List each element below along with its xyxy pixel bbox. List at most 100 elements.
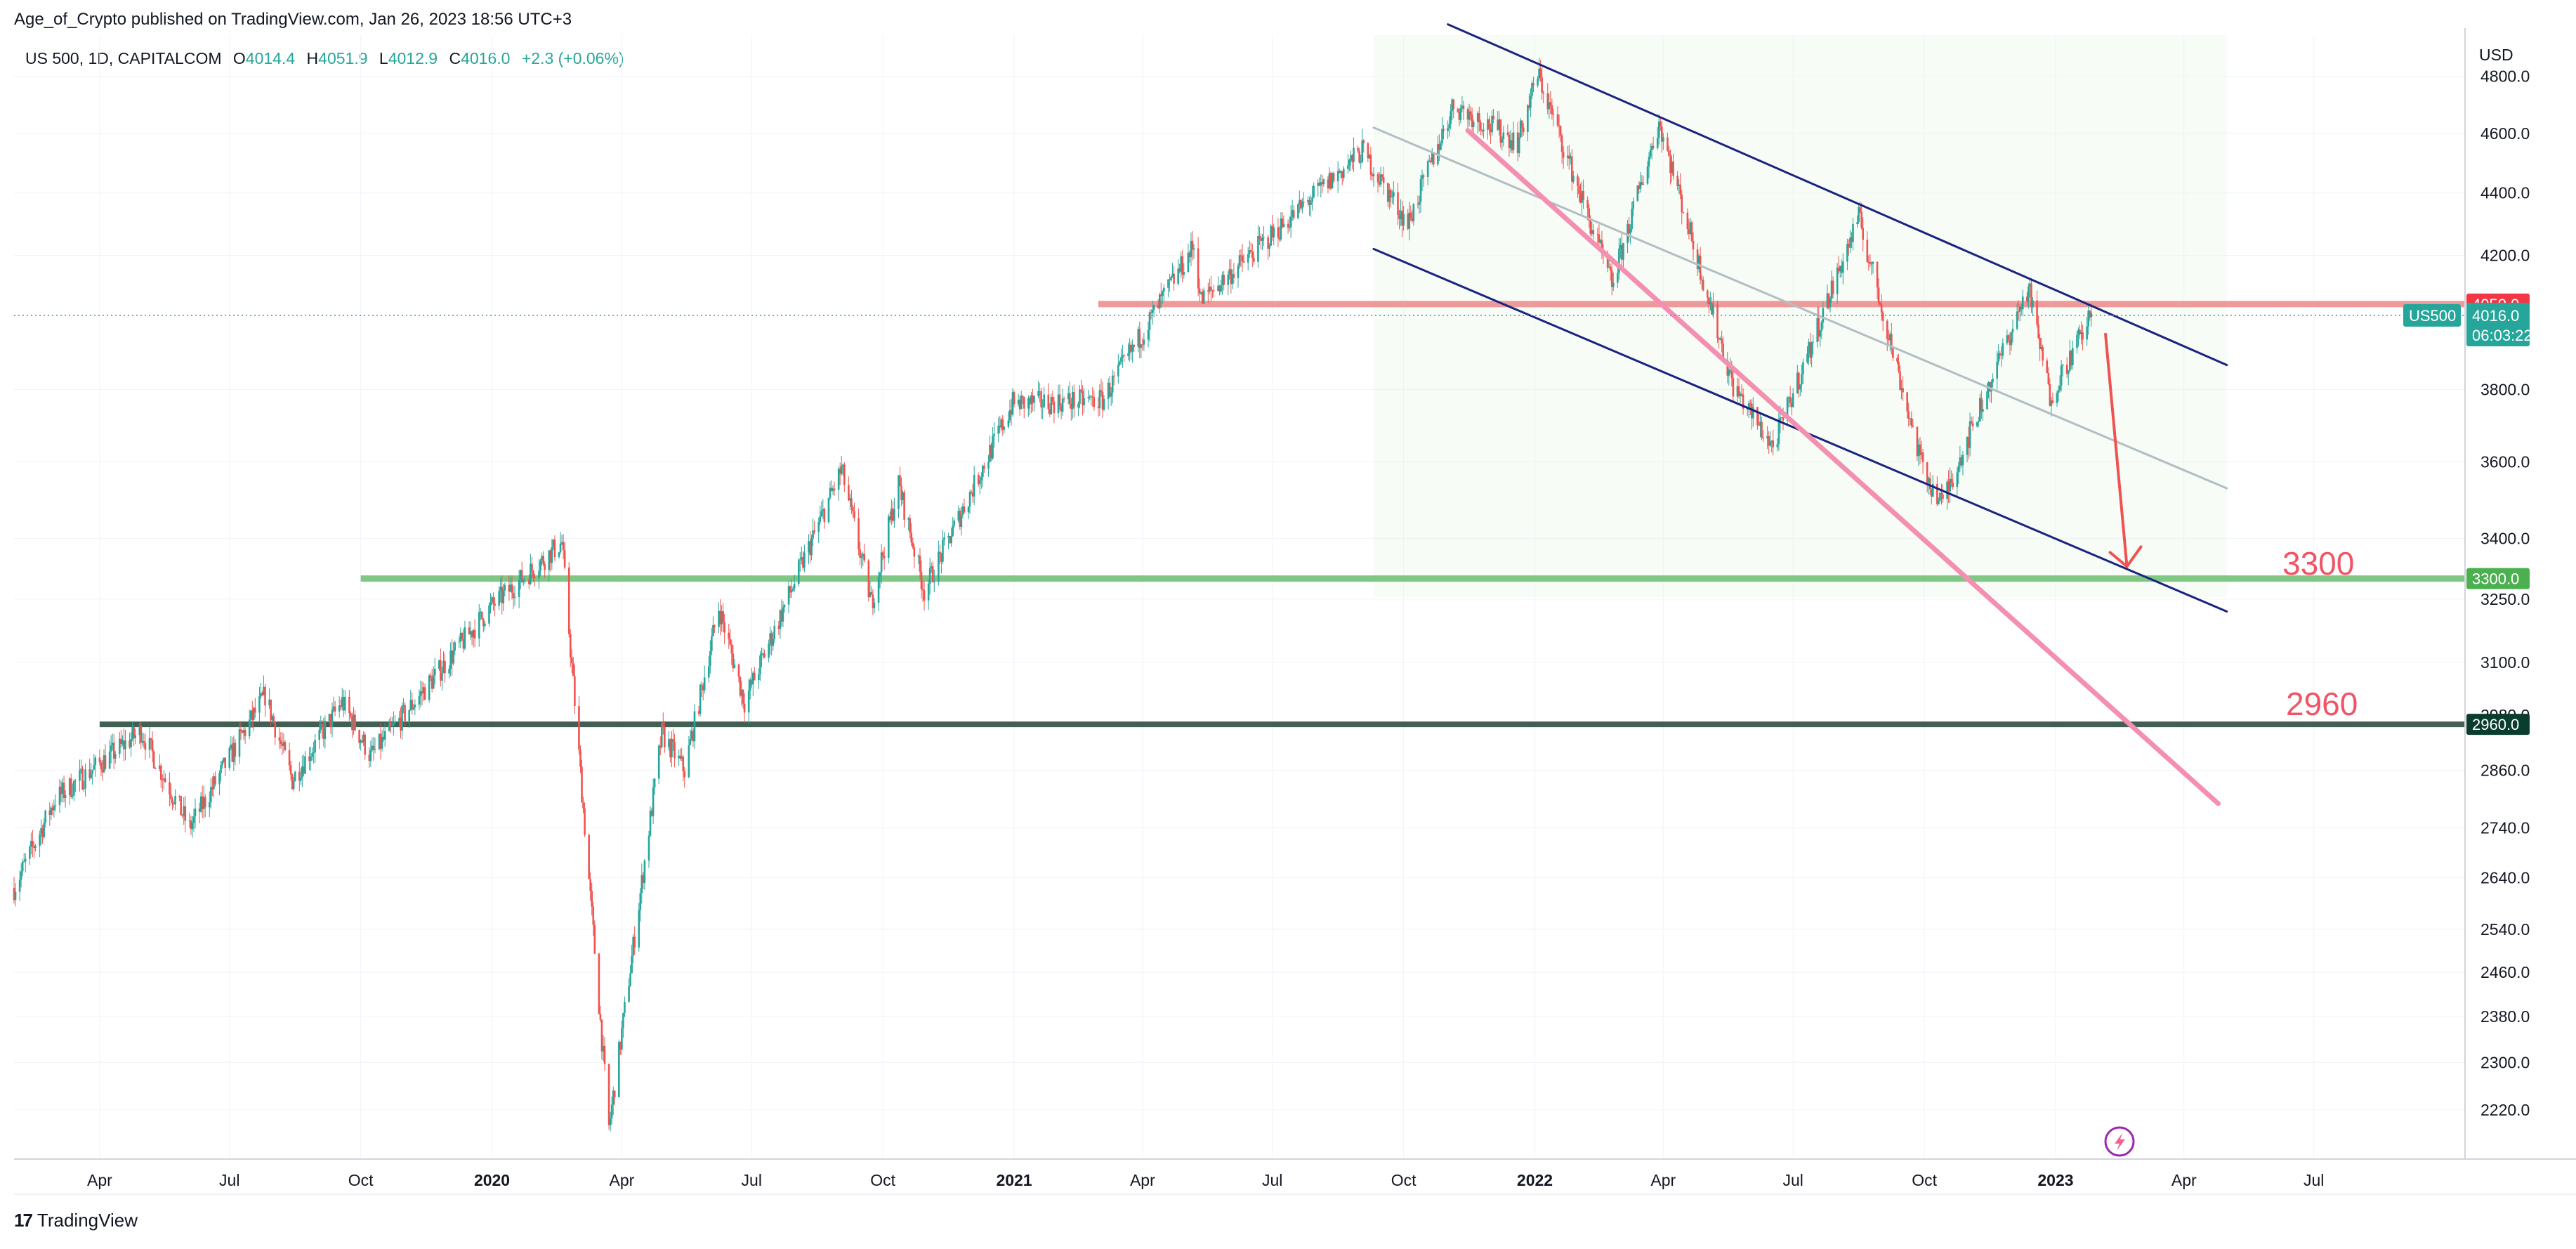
candle-body	[1608, 266, 1610, 268]
candle-body	[648, 835, 650, 861]
candle-body	[1299, 200, 1301, 204]
candle-body	[1662, 137, 1664, 142]
candle-body	[198, 809, 201, 812]
candle-body	[1213, 290, 1215, 292]
candle-body	[421, 691, 423, 694]
candle-body	[1862, 228, 1865, 240]
candle-body	[1856, 222, 1858, 224]
candle-body	[1676, 176, 1678, 186]
candle-body	[68, 778, 71, 795]
candle-body	[1300, 200, 1302, 209]
candle-body	[1917, 444, 1920, 457]
candle-body	[699, 684, 702, 714]
candle-body	[773, 625, 776, 639]
candle-body	[1058, 394, 1061, 406]
tag-2960-bg	[2466, 714, 2530, 735]
candle-body	[1669, 156, 1671, 174]
candle-body	[1428, 160, 1431, 162]
candle-body	[1601, 240, 1603, 252]
candle-body	[839, 469, 841, 474]
candle-body	[130, 739, 132, 747]
candle-body	[1829, 299, 1832, 308]
candle-body	[541, 556, 543, 561]
candle-body	[368, 754, 371, 761]
candle-body	[1961, 455, 1964, 466]
candle-body	[1242, 261, 1245, 263]
candle-body	[1919, 444, 1921, 455]
candle-body	[509, 584, 512, 592]
candle-body	[234, 743, 237, 757]
y-tick-label: 4400.0	[2480, 184, 2530, 202]
candle-body	[174, 795, 176, 805]
candle-body	[1353, 148, 1355, 162]
candle-body	[591, 891, 593, 907]
candle-body	[1851, 237, 1853, 242]
candle-body	[79, 770, 81, 781]
candle-body	[1900, 388, 1903, 390]
candle-body	[1980, 398, 1983, 412]
candle-body	[83, 788, 85, 790]
tag-last-price: 4016.0	[2472, 307, 2519, 325]
candle-body	[790, 590, 793, 593]
candle-body	[1073, 391, 1075, 408]
candle-body	[472, 630, 475, 638]
candle-body	[950, 536, 952, 544]
candle-body	[1780, 417, 1783, 419]
candle-body	[1080, 389, 1082, 391]
candle-body	[1688, 229, 1690, 234]
candle-body	[321, 724, 324, 728]
candle-body	[1921, 452, 1924, 463]
candle-body	[1497, 119, 1499, 130]
candle-body	[1498, 119, 1501, 130]
drawings[interactable]	[14, 23, 2465, 806]
candle-body	[152, 751, 155, 769]
candle-body	[270, 699, 272, 721]
tradingview-brand[interactable]: 17 TradingView	[14, 1210, 138, 1231]
candle-body	[1909, 418, 1912, 419]
candle-body	[2002, 343, 2004, 356]
x-tick-label: 2023	[2037, 1171, 2073, 1189]
candle-body	[1001, 419, 1004, 430]
candle-body	[1989, 381, 1991, 392]
candle-body	[1291, 210, 1294, 217]
candle-body	[342, 697, 345, 711]
candle-body	[829, 488, 832, 498]
candle-body	[1559, 126, 1562, 136]
candle-body	[1027, 398, 1030, 409]
candle-body	[1411, 218, 1414, 221]
candle-body	[1818, 318, 1820, 337]
candle-body	[747, 691, 750, 713]
candle-body	[163, 778, 165, 780]
symbol-title[interactable]: US 500, 1D, CAPITALCOM	[25, 49, 222, 67]
candle-body	[478, 612, 480, 639]
candle-body	[1728, 370, 1730, 376]
candle-body	[542, 556, 544, 564]
candle-body	[1562, 152, 1565, 158]
candle-body	[923, 590, 926, 601]
candle-body	[404, 705, 406, 721]
candle-body	[817, 522, 820, 532]
candle-body	[462, 639, 465, 649]
candle-body	[2086, 326, 2088, 340]
candle-body	[1631, 209, 1633, 230]
candle-body	[418, 695, 421, 705]
candle-body	[1790, 403, 1793, 407]
candle-body	[140, 726, 143, 743]
horizontal-levels[interactable]	[99, 301, 2465, 728]
candle-body	[980, 477, 983, 480]
x-tick-label: Apr	[2171, 1171, 2197, 1189]
lightning-icon[interactable]	[2104, 1126, 2135, 1157]
candle-body	[1939, 492, 1941, 501]
candle-body	[1108, 382, 1111, 397]
candle-body	[1566, 155, 1569, 158]
candle-body	[268, 699, 270, 706]
candle-body	[957, 511, 960, 521]
candle-body	[180, 796, 182, 816]
candle-body	[100, 762, 103, 770]
candle-body	[388, 722, 390, 731]
candle-body	[673, 742, 676, 759]
channel-upper-line	[1447, 23, 2228, 367]
candle-body	[364, 734, 367, 755]
candle-body	[339, 705, 342, 707]
